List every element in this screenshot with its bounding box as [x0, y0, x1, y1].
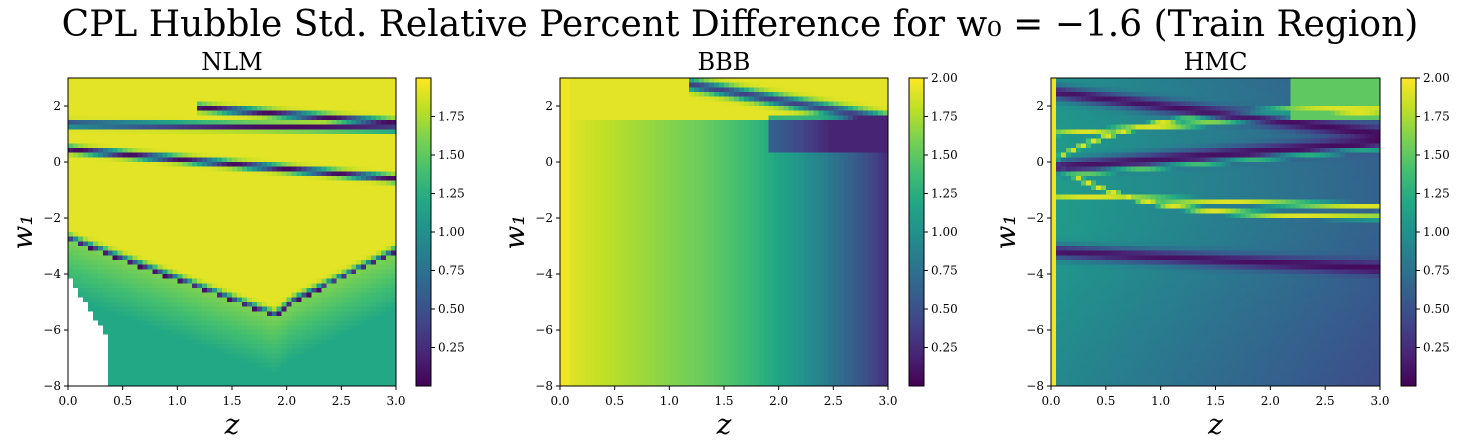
x-tick-label: 1.5 [1206, 394, 1225, 408]
x-tick-label: 1.5 [222, 394, 241, 408]
colorbar-tick-label: 1.75 [438, 110, 465, 124]
x-tick-label: 0.5 [1096, 394, 1115, 408]
colorbar-tick-label: 1.25 [438, 187, 465, 201]
colorbar-tick-label: 0.50 [438, 302, 465, 316]
heatmap-bbb [560, 78, 888, 386]
figure-title: CPL Hubble Std. Relative Percent Differe… [62, 4, 1419, 45]
panel-nlm: NLM 0.0 0.5 1.0 1.5 2.0 2.5 3.0 −8 −6 −4 −2 0 2 z w₁ 0.2… [6, 48, 465, 441]
colorbar-tick-label: 1.25 [931, 187, 958, 201]
x-tick-label: 1.0 [660, 394, 679, 408]
y-tick-label: −2 [43, 211, 61, 225]
colorbar-tick-label: 1.00 [438, 225, 465, 239]
panels: NLM 0.0 0.5 1.0 1.5 2.0 2.5 3.0 −8 −6 −4 −2 0 2 z w₁ 0.2… [6, 48, 1450, 441]
x-tick-label: 3.0 [1370, 394, 1389, 408]
panel-title: BBB [698, 48, 751, 76]
y-tick-label: −4 [535, 267, 553, 281]
colorbar [415, 77, 432, 387]
x-tick-label: 3.0 [386, 394, 405, 408]
x-tick-label: 3.0 [878, 394, 897, 408]
x-tick-label: 0.5 [113, 394, 132, 408]
y-tick-label: −4 [1026, 267, 1044, 281]
y-tick-label: 2 [1036, 99, 1044, 113]
y-tick-label: −2 [535, 211, 553, 225]
y-tick-label: −8 [535, 379, 553, 393]
y-tick-label: 2 [545, 99, 553, 113]
colorbar-tick-label: 1.50 [931, 148, 958, 162]
colorbar-tick-label: 0.50 [1423, 302, 1450, 316]
x-tick-label: 2.0 [1261, 394, 1280, 408]
colorbar-tick-label: 1.00 [1423, 225, 1450, 239]
colorbar-tick-label: 0.75 [931, 264, 958, 278]
panel-bbb: BBB 0.0 0.5 1.0 1.5 2.0 2.5 3.0 −8 −6 −4 −2 0 2 z w₁ 0.2… [498, 48, 958, 441]
x-tick-label: 2.0 [769, 394, 788, 408]
colorbar [1400, 77, 1417, 387]
colorbar-tick-label: 2.00 [931, 71, 958, 85]
x-tick-label: 1.0 [168, 394, 187, 408]
x-axis-label: z [716, 408, 732, 441]
y-tick-label: −6 [535, 323, 553, 337]
colorbar-tick-label: 0.75 [438, 264, 465, 278]
x-tick-label: 2.5 [1316, 394, 1335, 408]
panel-hmc: HMC 0.0 0.5 1.0 1.5 2.0 2.5 3.0 −8 −6 −4 −2 0 2 z w₁ 0.2… [989, 48, 1450, 441]
colorbar-tick-label: 0.25 [438, 341, 465, 355]
colorbar-tick-label: 0.25 [931, 341, 958, 355]
y-tick-label: −6 [1026, 323, 1044, 337]
x-tick-label: 0.0 [1041, 394, 1060, 408]
colorbar-tick-label: 2.00 [1423, 71, 1450, 85]
x-tick-label: 0.5 [605, 394, 624, 408]
colorbar-tick-label: 1.50 [438, 148, 465, 162]
y-tick-label: −8 [1026, 379, 1044, 393]
y-tick-label: 0 [545, 155, 553, 169]
x-tick-label: 2.5 [824, 394, 843, 408]
colorbar-tick-label: 1.75 [1423, 110, 1450, 124]
y-tick-label: 2 [53, 99, 61, 113]
colorbar-tick-label: 1.50 [1423, 148, 1450, 162]
y-tick-label: −2 [1026, 211, 1044, 225]
x-tick-label: 0.0 [58, 394, 77, 408]
heatmap-hmc [1051, 78, 1380, 386]
colorbar-tick-label: 1.25 [1423, 187, 1450, 201]
heatmap-nlm [68, 78, 396, 386]
x-axis-label: z [1207, 408, 1223, 441]
panel-title: HMC [1184, 48, 1248, 76]
colorbar-tick-label: 1.00 [931, 225, 958, 239]
y-tick-label: 0 [53, 155, 61, 169]
x-tick-label: 1.5 [714, 394, 733, 408]
panel-title: NLM [201, 48, 263, 76]
y-axis-label: w₁ [989, 214, 1022, 249]
y-tick-label: −8 [43, 379, 61, 393]
y-axis-label: w₁ [498, 214, 531, 249]
x-tick-label: 1.0 [1151, 394, 1170, 408]
colorbar-tick-label: 1.75 [931, 110, 958, 124]
x-tick-label: 2.5 [332, 394, 351, 408]
x-tick-label: 2.0 [277, 394, 296, 408]
y-tick-label: −6 [43, 323, 61, 337]
colorbar-tick-label: 0.50 [931, 302, 958, 316]
colorbar-tick-label: 0.25 [1423, 341, 1450, 355]
x-axis-label: z [224, 408, 240, 441]
colorbar [908, 77, 925, 387]
y-axis-label: w₁ [6, 214, 39, 249]
y-tick-label: 0 [1036, 155, 1044, 169]
colorbar-tick-label: 0.75 [1423, 264, 1450, 278]
x-tick-label: 0.0 [550, 394, 569, 408]
y-tick-label: −4 [43, 267, 61, 281]
